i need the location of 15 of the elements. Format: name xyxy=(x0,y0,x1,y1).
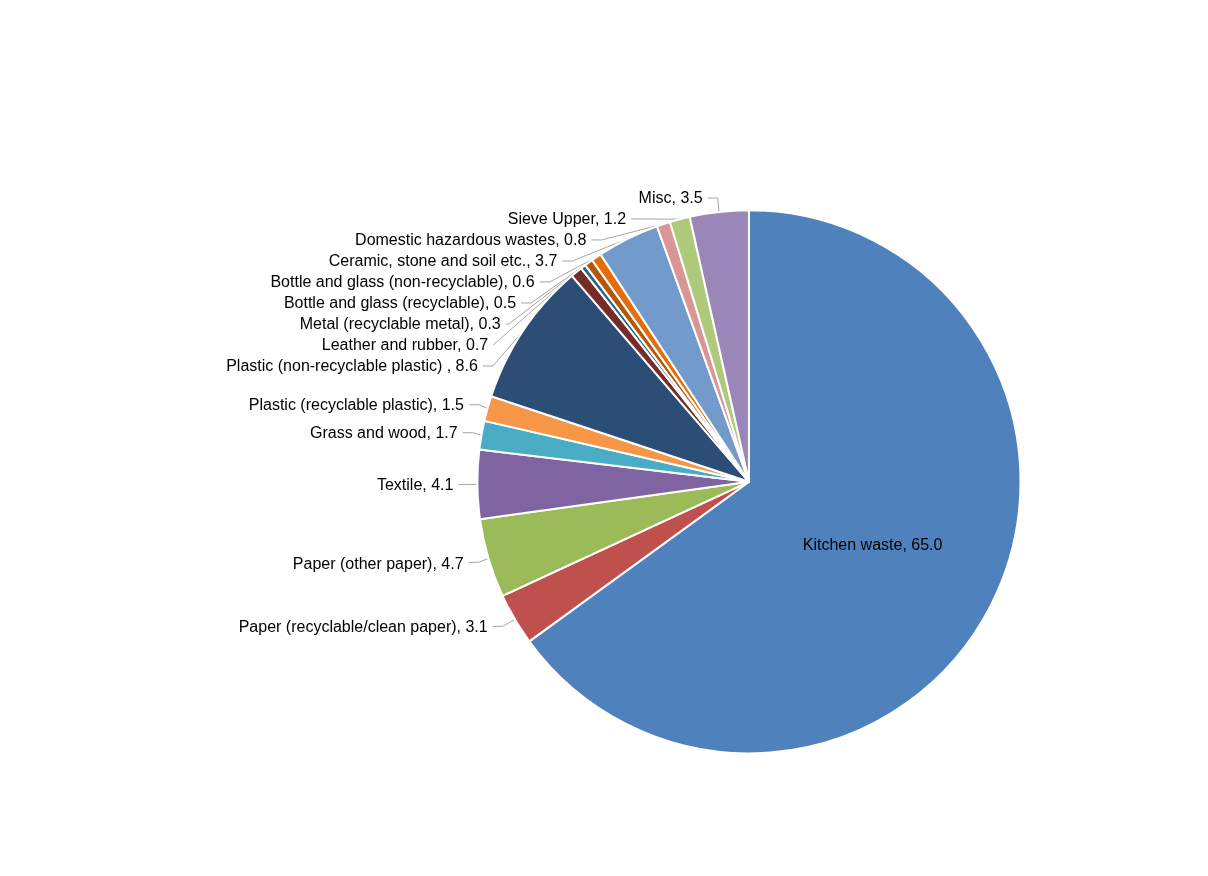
slice-label: Textile, 4.1 xyxy=(376,475,454,493)
slice-label: Sieve Upper, 1.2 xyxy=(507,210,627,228)
slice-label: Bottle and glass (recyclable), 0.5 xyxy=(283,294,517,312)
slice-label: Domestic hazardous wastes, 0.8 xyxy=(355,231,587,249)
slice-label: Misc, 3.5 xyxy=(638,189,703,207)
slice-label: Paper (recyclable/clean paper), 3.1 xyxy=(238,617,488,635)
slice-label: Plastic (non-recyclable plastic) , 8.6 xyxy=(226,357,478,375)
slice-label: Ceramic, stone and soil etc., 3.7 xyxy=(328,252,558,270)
slice-label: Kitchen waste, 65.0 xyxy=(802,536,943,554)
slice-label: Grass and wood, 1.7 xyxy=(309,424,458,442)
slice-label: Plastic (recyclable plastic), 1.5 xyxy=(248,396,465,414)
slice-label: Bottle and glass (non-recyclable), 0.6 xyxy=(270,273,535,291)
slice-label: Leather and rubber, 0.7 xyxy=(321,336,489,354)
slice-label: Metal (recyclable metal), 0.3 xyxy=(299,315,501,333)
slice-label: Paper (other paper), 4.7 xyxy=(292,555,464,573)
